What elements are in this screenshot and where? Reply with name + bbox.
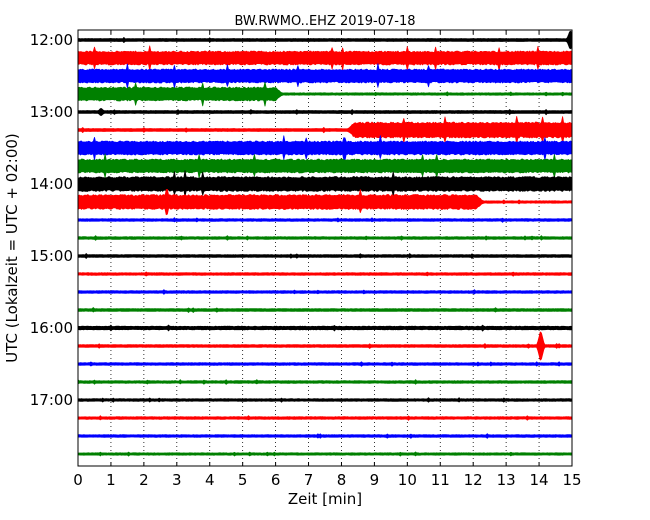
x-tick-label: 10 <box>398 471 417 489</box>
x-axis-label: Zeit [min] <box>288 490 362 508</box>
x-tick-label: 5 <box>238 471 248 489</box>
x-tick-label: 7 <box>304 471 314 489</box>
plot-area <box>78 30 572 466</box>
x-tick-label: 12 <box>464 471 483 489</box>
x-tick-label: 0 <box>73 471 83 489</box>
x-tick-label: 8 <box>337 471 347 489</box>
y-tick-label: 14:00 <box>30 175 73 193</box>
y-tick-label: 13:00 <box>30 103 73 121</box>
y-tick-label: 16:00 <box>30 319 73 337</box>
y-tick-label: 15:00 <box>30 247 73 265</box>
y-axis: 12:00 13:00 14:00 15:00 16:00 17:00 <box>30 31 572 409</box>
x-tick-label: 4 <box>205 471 215 489</box>
x-tick-label: 15 <box>562 471 581 489</box>
x-tick-label: 11 <box>431 471 450 489</box>
x-tick-label: 1 <box>106 471 116 489</box>
plot-frame <box>77 29 573 467</box>
chart-title: BW.RWMO..EHZ 2019-07-18 <box>234 14 415 29</box>
x-tick-label: 14 <box>530 471 549 489</box>
x-tick-label: 2 <box>139 471 149 489</box>
y-tick-label: 17:00 <box>30 391 73 409</box>
y-tick-label: 12:00 <box>30 31 73 49</box>
x-tick-label: 13 <box>497 471 516 489</box>
grid-lines <box>110 30 540 466</box>
x-tick-label: 6 <box>271 471 281 489</box>
x-tick-label: 9 <box>370 471 380 489</box>
x-tick-label: 3 <box>172 471 182 489</box>
x-axis: 0 1 2 3 4 5 6 7 8 9 10 11 12 13 14 15 <box>73 30 582 489</box>
y-axis-label: UTC (Lokalzeit = UTC + 02:00) <box>3 133 21 363</box>
